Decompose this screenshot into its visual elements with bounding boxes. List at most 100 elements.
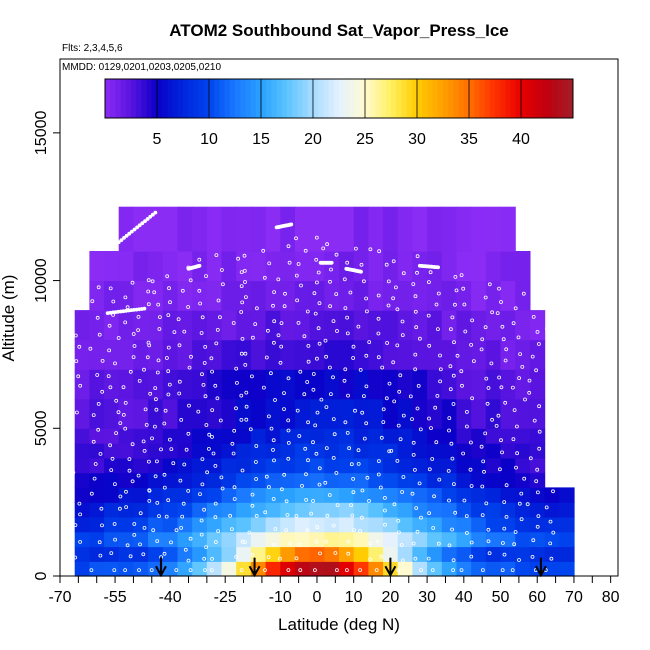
heatmap-cell (412, 206, 428, 252)
heatmap-cell (353, 339, 369, 370)
track-point (378, 485, 383, 490)
track-point (286, 440, 291, 445)
track-point (186, 488, 191, 493)
track-point (136, 328, 141, 333)
heatmap-cell (309, 561, 325, 577)
track-point (213, 515, 218, 520)
track-point (124, 489, 128, 494)
track-point (297, 434, 302, 438)
track-point (239, 351, 244, 356)
track-point (186, 431, 191, 436)
heatmap-cell (177, 516, 193, 533)
track-point (166, 345, 171, 350)
heatmap-cell (515, 428, 531, 444)
heatmap-cell (353, 280, 369, 311)
track-point (368, 541, 373, 546)
heatmap-cell (89, 457, 105, 474)
track-point (416, 383, 421, 388)
track-point (334, 568, 339, 572)
track-point (504, 515, 509, 519)
track-point (140, 221, 145, 226)
track-point (331, 417, 336, 422)
track-point (132, 227, 137, 232)
track-point (446, 468, 451, 473)
colorbar-segment (141, 79, 148, 118)
track-point (114, 398, 119, 403)
heatmap-cell (162, 472, 179, 488)
heatmap-cell (162, 502, 179, 518)
heatmap-cell (74, 531, 90, 548)
track-point (108, 385, 113, 390)
colorbar-segment (391, 79, 397, 118)
heatmap-cell (339, 487, 355, 503)
track-point (98, 553, 103, 558)
heatmap-cell (412, 457, 428, 474)
colorbar-segment (172, 79, 179, 118)
heatmap-cell (515, 280, 531, 311)
heatmap-cell (221, 546, 237, 562)
track-point (364, 296, 369, 301)
track-point (152, 424, 157, 429)
track-point (411, 282, 416, 287)
heatmap-cell (177, 472, 193, 488)
track-point (426, 556, 431, 561)
track-point (534, 368, 538, 373)
track-point (155, 539, 160, 543)
colorbar-segment (287, 79, 293, 118)
track-point (299, 283, 303, 288)
heatmap-cell (397, 443, 413, 459)
track-point (143, 407, 148, 412)
heatmap-cell (529, 457, 546, 474)
track-point (361, 394, 366, 399)
track-point (435, 393, 440, 398)
track-point (415, 406, 420, 411)
track-point (484, 376, 489, 381)
track-point (316, 270, 321, 275)
track-point (264, 355, 269, 360)
heatmap-cell (265, 443, 281, 459)
track-point (356, 324, 361, 329)
heatmap-cell (427, 546, 443, 562)
track-point (438, 367, 443, 372)
track-point (263, 568, 267, 572)
track-point (312, 291, 317, 296)
track-point (413, 294, 418, 299)
track-point (469, 554, 474, 559)
heatmap-cell (441, 531, 458, 548)
track-point (219, 475, 224, 480)
track-point (314, 451, 319, 456)
heatmap-cell (383, 546, 399, 562)
track-point (261, 248, 266, 253)
colorbar-segment (162, 79, 168, 118)
heatmap-cell (309, 428, 325, 444)
track-point (273, 398, 277, 402)
track-point (156, 302, 161, 307)
track-point (382, 508, 387, 513)
track-point (97, 332, 102, 337)
track-point (269, 426, 274, 431)
track-point (362, 436, 367, 441)
colorbar-segment (157, 79, 163, 118)
track-point (427, 467, 432, 472)
track-point (367, 498, 371, 503)
profile-arrow-head (384, 565, 397, 578)
heatmap-cell (529, 310, 546, 341)
track-point (138, 511, 143, 516)
heatmap-cell (265, 310, 281, 341)
track-point (331, 375, 335, 380)
colorbar-segment (250, 79, 257, 118)
heatmap-cell (250, 457, 267, 474)
heatmap-cell (74, 516, 90, 533)
heatmap-cell (500, 339, 516, 370)
colorbar-segment (495, 79, 501, 118)
track-point (447, 498, 451, 503)
track-point (413, 367, 418, 372)
heatmap-cell (441, 502, 458, 518)
heatmap-cell (324, 531, 340, 548)
track-point (123, 568, 127, 572)
track-point (323, 338, 328, 343)
heatmap-cell (485, 369, 502, 400)
track-point (74, 359, 79, 364)
track-point (535, 467, 540, 472)
colorbar-segment (214, 79, 220, 118)
